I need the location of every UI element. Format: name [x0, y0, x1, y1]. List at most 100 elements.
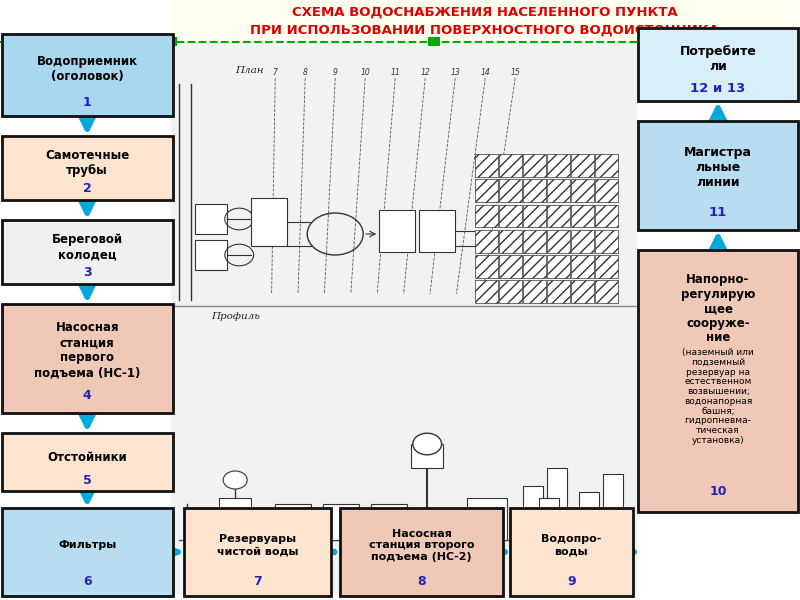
- Text: Профиль: Профиль: [211, 312, 260, 321]
- Text: 11: 11: [390, 68, 400, 77]
- FancyBboxPatch shape: [499, 205, 522, 227]
- Text: 5: 5: [83, 475, 91, 487]
- Bar: [429, 37, 441, 46]
- FancyBboxPatch shape: [579, 492, 599, 540]
- Text: Водоприемник
(оголовок): Водоприемник (оголовок): [37, 55, 138, 83]
- FancyBboxPatch shape: [499, 255, 522, 278]
- Text: 10: 10: [360, 68, 370, 77]
- FancyBboxPatch shape: [2, 34, 173, 116]
- Circle shape: [223, 471, 247, 489]
- Text: 12 и 13: 12 и 13: [690, 82, 746, 95]
- Text: 3: 3: [279, 542, 284, 551]
- Text: 3: 3: [83, 266, 91, 280]
- Text: СХЕМА ВОДОСНАБЖЕНИЯ НАСЕЛЕННОГО ПУНКТА: СХЕМА ВОДОСНАБЖЕНИЯ НАСЕЛЕННОГО ПУНКТА: [291, 5, 678, 18]
- Text: 11: 11: [709, 206, 727, 219]
- FancyBboxPatch shape: [571, 154, 594, 177]
- Text: Водопро-
воды: Водопро- воды: [541, 535, 602, 556]
- Text: Отстойники: Отстойники: [47, 451, 127, 464]
- FancyBboxPatch shape: [523, 179, 546, 202]
- Text: ПРИ ИСПОЛЬЗОВАНИИ ПОВЕРХНОСТНОГО ВОДОИСТОЧНИКА: ПРИ ИСПОЛЬЗОВАНИИ ПОВЕРХНОСТНОГО ВОДОИСТ…: [250, 24, 719, 37]
- FancyBboxPatch shape: [171, 0, 798, 42]
- Text: 9: 9: [562, 542, 566, 551]
- FancyBboxPatch shape: [475, 154, 498, 177]
- FancyBboxPatch shape: [523, 154, 546, 177]
- FancyBboxPatch shape: [251, 198, 287, 246]
- Text: 15: 15: [510, 68, 520, 77]
- Text: 7: 7: [273, 68, 278, 77]
- Bar: [165, 37, 178, 46]
- FancyBboxPatch shape: [547, 280, 570, 303]
- FancyBboxPatch shape: [547, 255, 570, 278]
- FancyBboxPatch shape: [547, 205, 570, 227]
- Text: План: План: [235, 66, 264, 75]
- Text: Потребите
ли: Потребите ли: [679, 45, 757, 73]
- Text: 13: 13: [450, 68, 460, 77]
- FancyBboxPatch shape: [571, 179, 594, 202]
- FancyBboxPatch shape: [411, 444, 443, 468]
- FancyBboxPatch shape: [475, 280, 498, 303]
- Text: Фильтры: Фильтры: [58, 540, 116, 550]
- Text: Насосная
станция второго
подъема (НС-2): Насосная станция второго подъема (НС-2): [369, 529, 474, 562]
- FancyBboxPatch shape: [195, 240, 227, 270]
- FancyBboxPatch shape: [499, 280, 522, 303]
- FancyBboxPatch shape: [510, 508, 633, 596]
- FancyBboxPatch shape: [547, 468, 567, 540]
- FancyBboxPatch shape: [475, 205, 498, 227]
- FancyBboxPatch shape: [595, 280, 618, 303]
- FancyBboxPatch shape: [523, 205, 546, 227]
- FancyBboxPatch shape: [571, 255, 594, 278]
- FancyBboxPatch shape: [571, 280, 594, 303]
- Circle shape: [413, 433, 442, 455]
- FancyBboxPatch shape: [419, 210, 455, 252]
- FancyBboxPatch shape: [171, 42, 637, 594]
- FancyBboxPatch shape: [475, 230, 498, 253]
- Text: (наземный или
подземный
резервуар на
естественном
возвышении;
водонапорная
башня: (наземный или подземный резервуар на ест…: [682, 349, 754, 445]
- FancyBboxPatch shape: [219, 498, 251, 540]
- Text: Береговой
колодец: Береговой колодец: [52, 233, 122, 261]
- FancyBboxPatch shape: [547, 154, 570, 177]
- Text: 2: 2: [232, 542, 237, 551]
- Text: 10: 10: [710, 485, 726, 499]
- Text: 8: 8: [418, 575, 426, 588]
- FancyBboxPatch shape: [638, 121, 798, 230]
- Text: 14: 14: [480, 68, 490, 77]
- FancyBboxPatch shape: [475, 255, 498, 278]
- Text: 12: 12: [420, 68, 430, 77]
- FancyBboxPatch shape: [467, 498, 507, 540]
- Text: 7: 7: [254, 575, 262, 588]
- FancyBboxPatch shape: [184, 508, 331, 596]
- FancyBboxPatch shape: [499, 154, 522, 177]
- Text: 1: 1: [185, 542, 190, 551]
- FancyBboxPatch shape: [523, 230, 546, 253]
- Text: 2: 2: [83, 182, 91, 196]
- Text: Магистра
льные
линии: Магистра льные линии: [684, 146, 752, 188]
- FancyBboxPatch shape: [595, 205, 618, 227]
- Text: 4: 4: [326, 542, 331, 551]
- FancyBboxPatch shape: [195, 204, 227, 234]
- Text: 5: 5: [374, 542, 378, 551]
- FancyBboxPatch shape: [2, 433, 173, 491]
- FancyBboxPatch shape: [523, 486, 543, 540]
- FancyBboxPatch shape: [595, 255, 618, 278]
- Text: 7: 7: [467, 542, 472, 551]
- FancyBboxPatch shape: [2, 508, 173, 596]
- FancyBboxPatch shape: [2, 220, 173, 284]
- Text: 9: 9: [333, 68, 338, 77]
- FancyBboxPatch shape: [2, 136, 173, 200]
- FancyBboxPatch shape: [547, 179, 570, 202]
- FancyBboxPatch shape: [323, 504, 359, 540]
- FancyBboxPatch shape: [547, 230, 570, 253]
- Text: Резервуары
чистой воды: Резервуары чистой воды: [217, 535, 298, 556]
- Text: 4: 4: [83, 389, 91, 402]
- FancyBboxPatch shape: [603, 474, 623, 540]
- FancyBboxPatch shape: [275, 504, 311, 540]
- FancyBboxPatch shape: [539, 498, 559, 540]
- FancyBboxPatch shape: [523, 255, 546, 278]
- FancyBboxPatch shape: [523, 280, 546, 303]
- FancyBboxPatch shape: [475, 179, 498, 202]
- FancyBboxPatch shape: [499, 230, 522, 253]
- FancyBboxPatch shape: [499, 179, 522, 202]
- FancyBboxPatch shape: [371, 504, 407, 540]
- Text: 6: 6: [83, 575, 91, 588]
- FancyBboxPatch shape: [638, 250, 798, 512]
